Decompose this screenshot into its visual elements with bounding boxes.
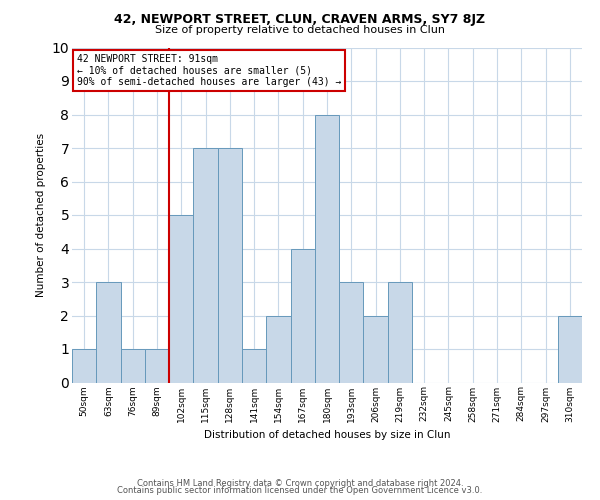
Text: Contains HM Land Registry data © Crown copyright and database right 2024.: Contains HM Land Registry data © Crown c… — [137, 478, 463, 488]
Bar — [558, 316, 582, 382]
Bar — [96, 282, 121, 382]
Text: 42, NEWPORT STREET, CLUN, CRAVEN ARMS, SY7 8JZ: 42, NEWPORT STREET, CLUN, CRAVEN ARMS, S… — [115, 12, 485, 26]
X-axis label: Distribution of detached houses by size in Clun: Distribution of detached houses by size … — [204, 430, 450, 440]
Bar — [388, 282, 412, 382]
Bar — [193, 148, 218, 382]
Bar — [364, 316, 388, 382]
Text: Size of property relative to detached houses in Clun: Size of property relative to detached ho… — [155, 25, 445, 35]
Bar — [218, 148, 242, 382]
Bar — [72, 349, 96, 382]
Bar — [121, 349, 145, 382]
Bar — [339, 282, 364, 382]
Bar — [242, 349, 266, 382]
Bar — [145, 349, 169, 382]
Bar — [266, 316, 290, 382]
Text: 42 NEWPORT STREET: 91sqm
← 10% of detached houses are smaller (5)
90% of semi-de: 42 NEWPORT STREET: 91sqm ← 10% of detach… — [77, 54, 341, 88]
Text: Contains public sector information licensed under the Open Government Licence v3: Contains public sector information licen… — [118, 486, 482, 495]
Bar — [169, 215, 193, 382]
Y-axis label: Number of detached properties: Number of detached properties — [36, 133, 46, 297]
Bar — [290, 248, 315, 382]
Bar — [315, 114, 339, 382]
